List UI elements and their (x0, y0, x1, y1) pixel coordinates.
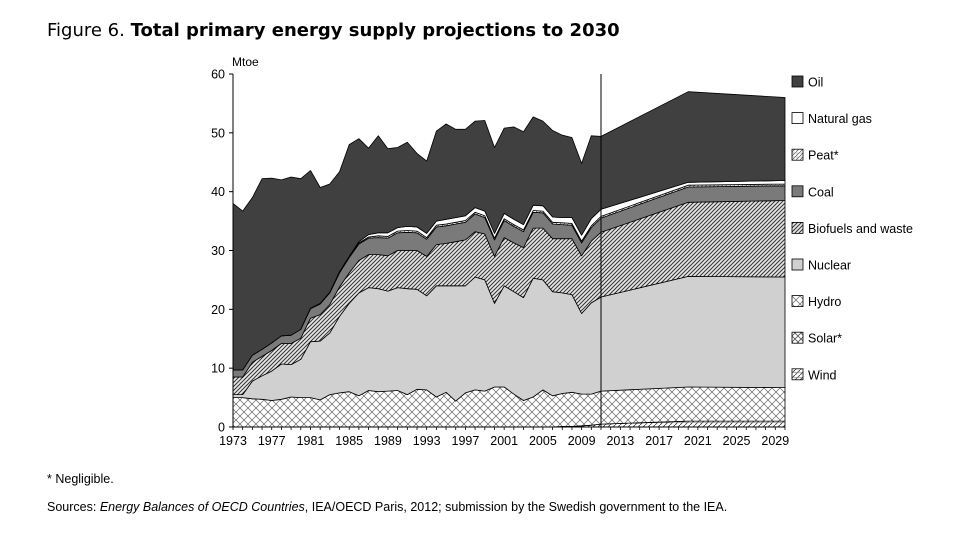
x-tick-label: 2025 (723, 434, 751, 448)
legend-swatch-biofuels-and-waste (791, 221, 804, 234)
y-tick-label: 0 (218, 421, 225, 435)
x-tick-label: 2009 (568, 434, 596, 448)
energy-supply-chart: 0 10 20 30 40 50 60 Mtoe 1973 1977 1981 1985 1989 199… (211, 55, 913, 448)
x-tick-label: 2005 (529, 434, 557, 448)
x-tick-label: 2017 (645, 434, 673, 448)
legend-label-wind: Wind (808, 368, 837, 382)
legend-swatch-wind (791, 368, 804, 381)
y-tick-label: 30 (211, 244, 225, 258)
x-tick-label: 2013 (606, 434, 634, 448)
sources-publication: Energy Balances of OECD Countries (99, 500, 305, 514)
x-tick-label: 1997 (452, 434, 480, 448)
figure-label: Figure 6. (47, 20, 125, 41)
legend-swatch-oil (791, 75, 804, 88)
legend-label-solar: Solar* (808, 332, 842, 346)
y-tick-label: 20 (211, 303, 225, 317)
legend-swatch-solar (791, 331, 804, 344)
x-tick-label: 1981 (297, 434, 325, 448)
y-tick-label: 50 (211, 126, 225, 140)
figure-title-text: Total primary energy supply projections … (130, 20, 620, 41)
y-axis-label: Mtoe (232, 55, 259, 69)
x-tick-label: 2021 (684, 434, 712, 448)
legend-label-peat: Peat* (808, 149, 839, 163)
legend-label-natural-gas: Natural gas (808, 112, 872, 126)
legend-label-oil: Oil (808, 76, 823, 90)
figure-title: Figure 6. Total primary energy supply pr… (47, 20, 620, 41)
x-tick-label: 1993 (413, 434, 441, 448)
sources-note: Sources: Energy Balances of OECD Countri… (47, 500, 727, 514)
legend-label-hydro: Hydro (808, 295, 841, 309)
x-tick-label: 1989 (374, 434, 402, 448)
legend-swatch-coal (791, 185, 804, 198)
footnote: * Negligible. (47, 472, 114, 486)
x-tick-label: 1973 (219, 434, 247, 448)
x-tick-label: 2029 (761, 434, 789, 448)
legend-label-biofuels-and-waste: Biofuels and waste (808, 222, 913, 236)
sources-prefix: Sources: (47, 500, 100, 514)
x-tick-label: 1977 (258, 434, 286, 448)
legend-swatch-natural-gas (791, 112, 804, 124)
x-tick-label: 1985 (335, 434, 363, 448)
series-area-oil (232, 91, 786, 371)
legend-swatch-nuclear (791, 258, 804, 271)
x-tick-label: 2001 (490, 434, 518, 448)
legend-label-nuclear: Nuclear (808, 259, 851, 273)
sources-rest: , IEA/OECD Paris, 2012; submission by th… (304, 500, 728, 514)
legend-swatch-peat (791, 148, 804, 161)
y-tick-label: 10 (211, 362, 225, 376)
legend-label-coal: Coal (808, 185, 834, 199)
y-tick-label: 40 (211, 185, 225, 199)
y-tick-label: 60 (211, 68, 225, 82)
legend-swatch-hydro (791, 295, 804, 308)
